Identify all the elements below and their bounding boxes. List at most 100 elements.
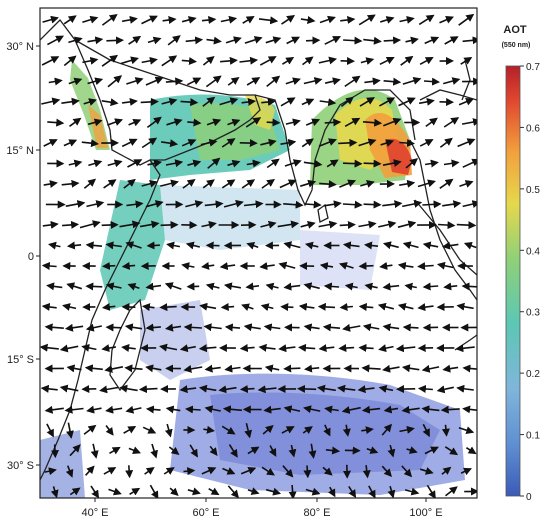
wind-arrow <box>364 241 379 250</box>
colorbar-ticks: 0 0.1 0.2 0.3 0.4 0.5 0.6 0.7 <box>520 62 540 503</box>
aot-patch-bay-of-bengal-max <box>385 138 412 175</box>
wind-arrow <box>145 405 161 414</box>
wind-arrow <box>202 96 216 107</box>
wind-arrow <box>358 303 374 311</box>
colorbar: AOT (550 nm) 0 0.1 0.2 0.3 0.4 0.5 0.6 0.7 <box>502 24 541 503</box>
wind-arrow <box>257 385 277 394</box>
wind-arrow <box>362 465 371 479</box>
wind-arrow <box>318 344 335 353</box>
wind-arrow <box>263 405 281 414</box>
wind-arrow <box>88 159 103 168</box>
wind-arrow <box>377 302 394 311</box>
wind-arrow <box>101 98 119 107</box>
wind-arrow <box>181 16 197 24</box>
wind-arrow <box>101 261 116 270</box>
wind-arrow <box>303 282 320 291</box>
wind-arrow <box>241 179 256 189</box>
wind-arrow <box>465 446 477 455</box>
wind-arrow <box>82 56 99 65</box>
wind-arrow <box>383 405 399 414</box>
lat-tick-label: 15° N <box>6 145 34 157</box>
wind-arrow <box>160 220 179 229</box>
wind-arrow <box>207 157 221 169</box>
wind-arrow <box>59 344 79 353</box>
wind-arrow <box>402 323 419 332</box>
wind-arrow <box>438 221 456 230</box>
wind-arrow <box>279 179 297 189</box>
wind-arrow <box>443 159 460 168</box>
wind-arrow <box>404 282 417 291</box>
wind-arrow <box>322 466 333 476</box>
wind-arrow <box>199 302 217 311</box>
wind-arrow <box>218 385 237 394</box>
wind-arrow <box>260 220 277 229</box>
wind-arrow <box>103 179 117 189</box>
wind-arrow <box>146 116 162 129</box>
wind-arrow <box>47 118 65 127</box>
wind-arrow <box>319 262 334 271</box>
wind-arrow <box>141 137 158 149</box>
wind-arrow <box>125 465 134 479</box>
wind-arrow <box>422 200 442 209</box>
wind-arrow <box>40 384 58 393</box>
wind-arrow <box>348 485 357 498</box>
wind-arrow <box>361 426 374 435</box>
wind-arrow <box>204 405 221 414</box>
colorbar-title: AOT <box>503 24 527 36</box>
wind-arrow <box>368 485 376 498</box>
wind-arrow <box>141 56 158 65</box>
wind-arrow <box>417 303 434 312</box>
wind-arrow <box>439 137 453 148</box>
wind-arrow <box>239 385 255 393</box>
wind-arrow <box>338 344 355 353</box>
wind-arrow <box>324 118 342 127</box>
wind-arrow <box>121 261 136 270</box>
wind-arrow <box>68 36 83 45</box>
wind-arrow <box>339 220 356 229</box>
wind-arrow <box>319 98 337 107</box>
lat-tick-label: 30° N <box>6 41 34 53</box>
wind-arrow <box>462 36 477 45</box>
wind-arrow <box>66 241 82 250</box>
wind-arrow <box>263 323 281 332</box>
wind-arrow <box>382 323 400 332</box>
wind-arrow <box>86 200 105 208</box>
wind-arrow <box>397 302 414 311</box>
wind-arrow <box>205 75 222 88</box>
wind-arrow <box>442 364 459 373</box>
wind-arrow <box>63 55 77 67</box>
wind-arrow <box>121 344 136 352</box>
wind-arrow <box>126 200 144 209</box>
wind-arrow <box>283 282 301 291</box>
wind-arrow <box>340 96 354 108</box>
wind-arrow <box>162 16 177 24</box>
wind-arrow <box>167 35 181 46</box>
wind-arrow <box>50 486 59 498</box>
wind-arrow <box>387 485 396 498</box>
wind-arrow <box>105 405 123 414</box>
coastline-sri-lanka <box>317 203 329 223</box>
colorbar-tick-label: 0.4 <box>526 246 540 257</box>
wind-arrow <box>405 158 419 169</box>
wind-arrow <box>179 344 196 353</box>
wind-arrow <box>300 220 316 229</box>
wind-arrow <box>228 444 238 458</box>
wind-arrow <box>141 179 158 188</box>
wind-arrow <box>204 364 221 373</box>
wind-arrow <box>303 405 321 414</box>
wind-arrow <box>179 385 197 394</box>
wind-arrow <box>44 405 64 414</box>
wind-arrow <box>180 98 199 107</box>
wind-arrow <box>187 159 202 168</box>
colorbar-tick-label: 0.5 <box>526 185 540 196</box>
coastline-burma-inland <box>461 59 471 101</box>
wind-arrow <box>41 302 57 311</box>
wind-arrow <box>379 56 395 66</box>
wind-arrow <box>90 443 99 459</box>
wind-arrow <box>417 262 434 271</box>
wind-arrow <box>65 465 74 478</box>
wind-arrow <box>277 220 300 229</box>
wind-arrow <box>441 466 452 475</box>
wind-arrow <box>398 97 416 107</box>
wind-arrow <box>138 385 158 394</box>
